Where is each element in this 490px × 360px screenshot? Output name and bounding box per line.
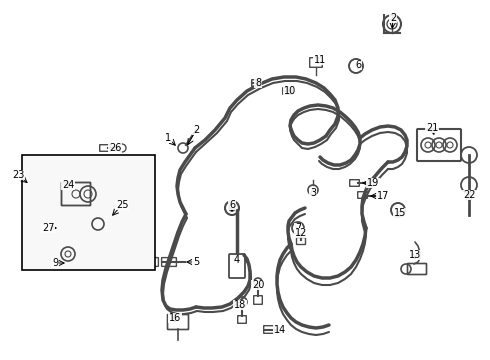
Text: 12: 12	[295, 228, 307, 238]
Text: 1: 1	[165, 133, 171, 143]
Text: 6: 6	[229, 200, 235, 210]
Bar	[22, 155, 155, 270]
Text: 10: 10	[284, 86, 296, 96]
Text: 8: 8	[255, 78, 261, 88]
Text: 2: 2	[390, 13, 396, 23]
Text: 18: 18	[234, 300, 246, 310]
Text: 14: 14	[274, 325, 286, 335]
Text: 4: 4	[234, 255, 240, 265]
Text: 25: 25	[116, 200, 128, 210]
Text: 5: 5	[193, 257, 199, 267]
Text: 17: 17	[377, 191, 389, 201]
Text: 15: 15	[394, 208, 406, 218]
Text: 7: 7	[295, 223, 301, 233]
Text: 6: 6	[355, 60, 361, 70]
Text: 11: 11	[314, 55, 326, 65]
Text: 13: 13	[409, 250, 421, 260]
Text: 9: 9	[52, 258, 58, 268]
Text: 2: 2	[193, 125, 199, 135]
Text: 3: 3	[310, 188, 316, 198]
Text: 24: 24	[62, 180, 74, 190]
Text: 26: 26	[109, 143, 121, 153]
Text: 21: 21	[426, 123, 438, 133]
Text: 23: 23	[12, 170, 24, 180]
Text: 27: 27	[42, 223, 54, 233]
Text: 20: 20	[252, 280, 264, 290]
Text: 22: 22	[463, 190, 475, 200]
Text: 16: 16	[169, 313, 181, 323]
Text: 19: 19	[367, 178, 379, 188]
